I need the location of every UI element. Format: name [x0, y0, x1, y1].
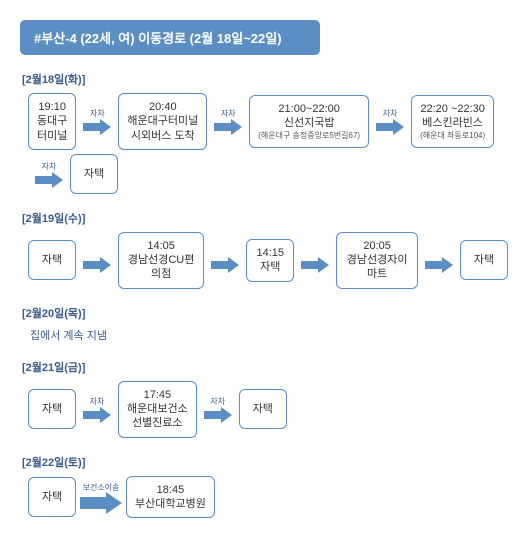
- location-box: 자택: [28, 240, 76, 280]
- box-place: 해운대보건소선별진료소: [127, 402, 188, 431]
- arrow-label: 자차: [90, 396, 105, 407]
- location-box: 자택: [460, 240, 508, 280]
- box-place: 해운대구터미널시외버스 도착: [127, 114, 198, 143]
- timeline-row: 19:10동대구터미널 자차 20:40해운대구터미널시외버스 도착 자차 21:00~…: [28, 93, 508, 150]
- box-place: 베스킨라빈스: [420, 116, 485, 130]
- date-label: [2월18일(화)]: [22, 71, 508, 87]
- box-place: 동대구터미널: [37, 114, 67, 143]
- arrow: 자차: [32, 161, 66, 187]
- arrow-icon: [83, 120, 111, 134]
- location-box: 22:20 ~22:30베스킨라빈스(해운대 좌동로104): [411, 95, 494, 148]
- box-place: 자택: [37, 490, 67, 504]
- box-sub: (해운대구 송정중앙로5번길67): [258, 131, 360, 141]
- box-time: 19:10: [37, 100, 67, 114]
- arrow: 자차: [373, 108, 407, 134]
- arrow-label: [438, 248, 440, 257]
- box-time: 17:45: [127, 388, 188, 402]
- location-box: 17:45해운대보건소선별진료소: [118, 381, 197, 438]
- box-time: 18:45: [135, 483, 206, 497]
- arrow-label: [224, 248, 226, 257]
- timeline-row: 자택보건소이송18:45부산대학교병원: [28, 476, 508, 519]
- arrow: 자차: [211, 108, 245, 134]
- arrow-label: 자차: [383, 108, 398, 119]
- arrow-label: 자차: [42, 161, 57, 172]
- arrow-icon: [83, 258, 111, 272]
- arrow-icon: [83, 408, 111, 422]
- location-box: 자택: [239, 389, 287, 429]
- box-place: 자택: [469, 253, 499, 267]
- arrow: 자차: [201, 396, 235, 422]
- box-place: 자택: [37, 253, 67, 267]
- date-label: [2월19일(수)]: [22, 210, 508, 226]
- location-box: 14:15자택: [246, 239, 294, 282]
- date-label: [2월20일(목)]: [22, 305, 508, 321]
- box-place: 자택: [79, 167, 109, 181]
- box-place: 신선지국밥: [258, 116, 360, 130]
- arrow-label: 자차: [90, 108, 105, 119]
- box-time: 22:20 ~22:30: [420, 102, 485, 116]
- box-place: 부산대학교병원: [135, 497, 206, 511]
- arrow: 보건소이송: [80, 482, 122, 512]
- arrow-icon: [211, 258, 239, 272]
- arrow-icon: [35, 173, 63, 187]
- location-box: 19:10동대구터미널: [28, 93, 76, 150]
- box-place: 자택: [37, 402, 67, 416]
- arrow-icon: [425, 258, 453, 272]
- box-time: 14:15: [255, 246, 285, 260]
- page-title: #부산-4 (22세, 여) 이동경로 (2월 18일~22일): [20, 20, 320, 55]
- box-time: 20:40: [127, 100, 198, 114]
- arrow: [422, 248, 456, 272]
- location-box: 18:45부산대학교병원: [126, 476, 215, 519]
- box-place: 경남선경자이마트: [345, 253, 409, 282]
- location-box: 14:05경남선경CU편의점: [118, 232, 204, 289]
- box-sub: (해운대 좌동로104): [420, 131, 485, 141]
- date-label: [2월22일(토)]: [22, 454, 508, 470]
- arrow: [208, 248, 242, 272]
- arrow-icon: [301, 258, 329, 272]
- arrow-label: 자차: [210, 396, 225, 407]
- timeline-row: 자택 14:05경남선경CU편의점 14:15자택 20:05경남선경자이마트 …: [28, 232, 508, 289]
- location-box: 20:40해운대구터미널시외버스 도착: [118, 93, 207, 150]
- box-place: 자택: [255, 260, 285, 274]
- box-place: 경남선경CU편의점: [127, 253, 195, 282]
- date-label: [2월21일(금)]: [22, 359, 508, 375]
- timeline-row: 자택 자차 17:45해운대보건소선별진료소 자차자택: [28, 381, 508, 438]
- arrow-label: [314, 248, 316, 257]
- arrow: 자차: [80, 396, 114, 422]
- arrow: 자차: [80, 108, 114, 134]
- location-box: 자택: [28, 389, 76, 429]
- arrow: [298, 248, 332, 272]
- arrow-label: 자차: [221, 108, 236, 119]
- box-time: 20:05: [345, 239, 409, 253]
- timeline-row: 자차자택: [28, 154, 508, 194]
- arrow-label: [96, 248, 98, 257]
- location-box: 자택: [28, 477, 76, 517]
- location-box: 자택: [70, 154, 118, 194]
- box-time: 14:05: [127, 239, 195, 253]
- arrow: [80, 248, 114, 272]
- box-time: 21:00~22:00: [258, 102, 360, 116]
- timeline-container: [2월18일(화)]19:10동대구터미널자차20:40해운대구터미널시외버스 …: [20, 71, 508, 518]
- arrow-icon: [204, 408, 232, 422]
- arrow-icon: [80, 494, 122, 512]
- location-box: 21:00~22:00신선지국밥(해운대구 송정중앙로5번길67): [249, 95, 369, 148]
- location-box: 20:05경남선경자이마트: [336, 232, 418, 289]
- arrow-icon: [214, 120, 242, 134]
- box-place: 자택: [248, 402, 278, 416]
- day-note: 집에서 계속 지냄: [30, 327, 508, 343]
- arrow-icon: [376, 120, 404, 134]
